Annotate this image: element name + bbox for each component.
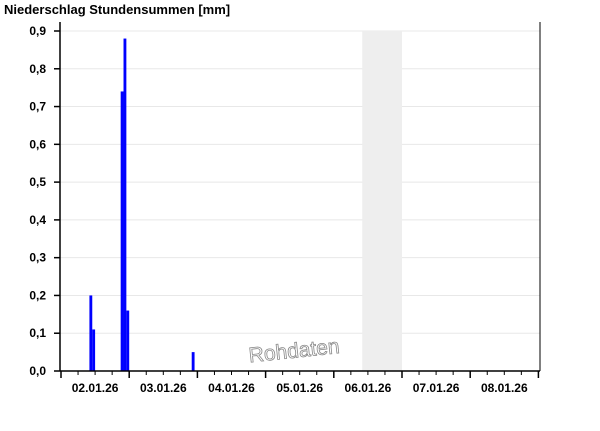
y-tick-label: 0,6: [29, 137, 46, 151]
bar: [92, 329, 96, 371]
y-tick-label: 0,2: [29, 288, 46, 302]
watermark: Rohdaten: [248, 335, 341, 367]
y-tick-label: 0,3: [29, 251, 46, 265]
x-tick-label: 03.01.26: [140, 381, 187, 395]
y-tick-label: 0,9: [29, 24, 46, 38]
bar: [123, 38, 127, 372]
y-tick-label: 0,8: [29, 62, 46, 76]
x-tick-label: 05.01.26: [276, 381, 323, 395]
y-tick-label: 0,1: [29, 326, 46, 340]
bar: [89, 295, 93, 371]
chart-title: Niederschlag Stundensummen [mm]: [4, 2, 230, 17]
shaded-region: [362, 31, 402, 371]
y-tick-label: 0,7: [29, 100, 46, 114]
x-tick-label: 07.01.26: [413, 381, 460, 395]
x-tick-label: 06.01.26: [345, 381, 392, 395]
y-tick-label: 0,5: [29, 175, 46, 189]
y-tick-label: 0,4: [29, 213, 46, 227]
y-tick-label: 0,0: [29, 364, 46, 378]
bar: [191, 352, 195, 371]
bar: [120, 91, 124, 371]
x-tick-label: 08.01.26: [481, 381, 528, 395]
x-tick-label: 04.01.26: [208, 381, 255, 395]
x-tick-label: 02.01.26: [72, 381, 119, 395]
bar: [126, 310, 130, 371]
